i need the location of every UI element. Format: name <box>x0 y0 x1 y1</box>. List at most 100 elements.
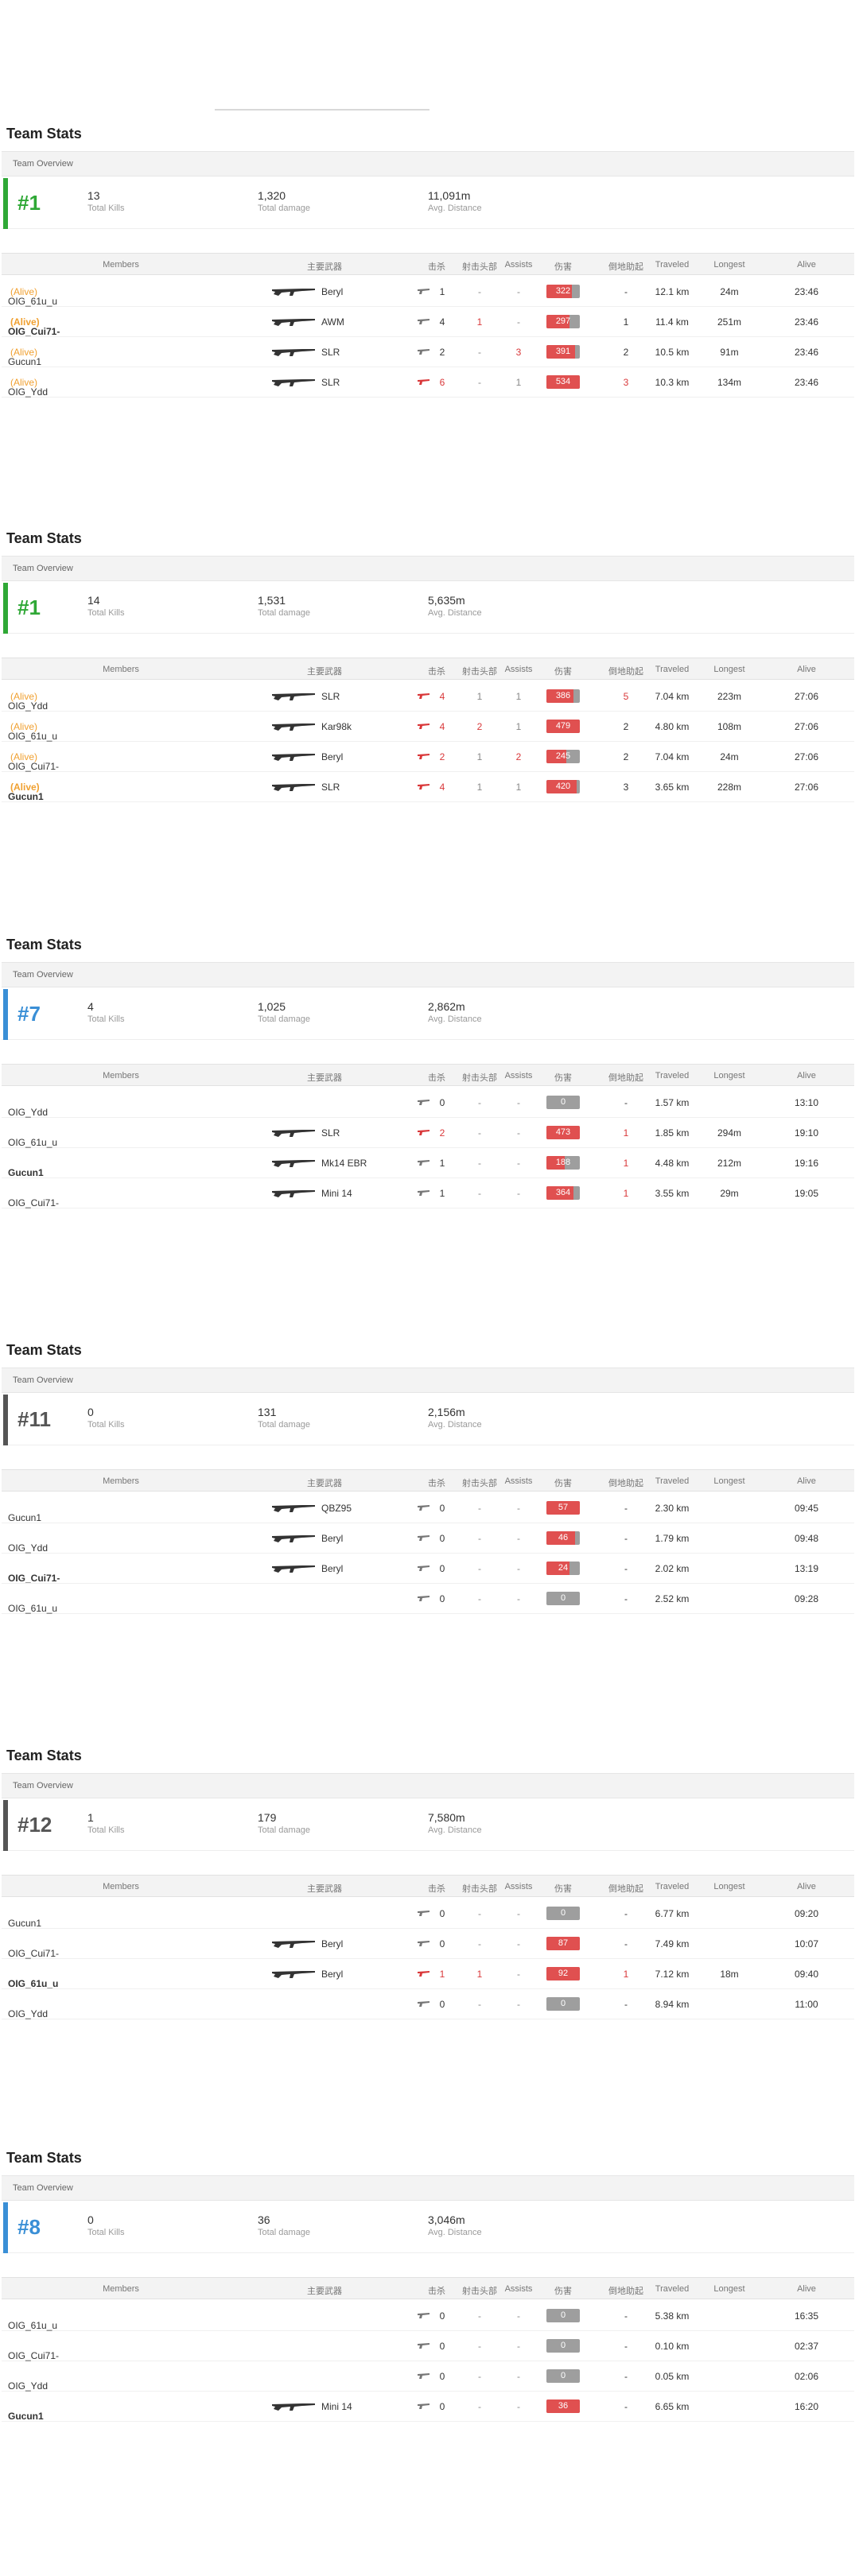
column-header-longest[interactable]: Longest <box>713 665 745 674</box>
column-header-alive[interactable]: Alive <box>797 2284 816 2294</box>
column-header-headshots[interactable]: 射击头部 <box>462 1884 497 1894</box>
player-name: OIG_Ydd <box>8 1107 49 1118</box>
column-header-headshots[interactable]: 射击头部 <box>462 1479 497 1488</box>
column-header-headshots[interactable]: 射击头部 <box>462 1073 497 1083</box>
column-header-members[interactable]: Members <box>103 1476 139 1486</box>
damage-value: 364 <box>555 1188 571 1197</box>
column-header-traveled[interactable]: Traveled <box>655 1882 690 1891</box>
column-header-assists[interactable]: Assists <box>504 1882 533 1891</box>
column-header-weapon[interactable]: 主要武器 <box>307 262 342 272</box>
column-header-dbno[interactable]: 倒地助起 <box>608 262 643 272</box>
player-name-link[interactable]: OIG_Ydd (Alive) <box>8 377 48 398</box>
column-header-assists[interactable]: Assists <box>504 260 533 270</box>
column-header-alive[interactable]: Alive <box>797 260 816 270</box>
player-name-link[interactable]: Gucun1 (Alive) <box>8 782 44 802</box>
column-header-members[interactable]: Members <box>103 2284 139 2294</box>
column-header-assists[interactable]: Assists <box>504 1071 533 1080</box>
tab-indicator <box>215 109 430 111</box>
longest-value: 24m <box>720 751 739 762</box>
total-damage-label: Total damage <box>258 1825 311 1835</box>
column-header-members[interactable]: Members <box>103 1071 139 1080</box>
column-header-longest[interactable]: Longest <box>713 1476 745 1486</box>
column-header-alive[interactable]: Alive <box>797 1476 816 1486</box>
weapon-name: AWM <box>321 316 344 328</box>
column-header-kills[interactable]: 击杀 <box>428 1884 445 1894</box>
column-header-traveled[interactable]: Traveled <box>655 260 690 270</box>
column-header-alive[interactable]: Alive <box>797 1071 816 1080</box>
team-summary: #1 14 Total Kills 1,531 Total damage 5,6… <box>2 583 854 634</box>
column-header-weapon[interactable]: 主要武器 <box>307 1884 342 1894</box>
column-header-kills[interactable]: 击杀 <box>428 1479 445 1488</box>
column-header-kills[interactable]: 击杀 <box>428 667 445 677</box>
player-name-link[interactable]: OIG_61u_u (Alive) <box>8 721 57 742</box>
traveled-value: 1.57 km <box>655 1097 690 1108</box>
player-name-link[interactable]: OIG_Cui71- (Alive) <box>8 316 60 337</box>
weapon-name: Beryl <box>321 751 344 762</box>
avg-distance-value: 5,635m <box>428 594 465 607</box>
table-row: OIG_Cui71- Beryl 0 - - 87 - 7.49 km 10:07 <box>2 1929 854 1959</box>
column-header-longest[interactable]: Longest <box>713 1882 745 1891</box>
column-header-damage[interactable]: 伤害 <box>554 1884 572 1894</box>
column-header-members[interactable]: Members <box>103 260 139 270</box>
column-header-dbno[interactable]: 倒地助起 <box>608 1073 643 1083</box>
column-header-alive[interactable]: Alive <box>797 1882 816 1891</box>
rifle-icon <box>272 1505 315 1512</box>
assists-value: - <box>517 2341 520 2352</box>
kills-value: 6 <box>439 377 445 388</box>
player-name-link[interactable]: Gucun1 (Alive) <box>8 347 41 367</box>
column-header-traveled[interactable]: Traveled <box>655 2284 690 2294</box>
column-header-weapon[interactable]: 主要武器 <box>307 2287 342 2296</box>
column-header-longest[interactable]: Longest <box>713 2284 745 2294</box>
column-header-members[interactable]: Members <box>103 1882 139 1891</box>
column-header-headshots[interactable]: 射击头部 <box>462 667 497 677</box>
column-header-kills[interactable]: 击杀 <box>428 2287 445 2296</box>
player-name-link[interactable]: OIG_61u_u (Alive) <box>8 286 57 307</box>
pistol-icon <box>418 784 430 789</box>
damage-bar: 479 <box>546 720 580 733</box>
column-header-kills[interactable]: 击杀 <box>428 262 445 272</box>
player-name-link[interactable]: OIG_Ydd (Alive) <box>8 691 48 712</box>
column-header-kills[interactable]: 击杀 <box>428 1073 445 1083</box>
column-header-damage[interactable]: 伤害 <box>554 2287 572 2296</box>
column-header-longest[interactable]: Longest <box>713 1071 745 1080</box>
team-overview-label: Team Overview <box>13 564 73 573</box>
column-header-weapon[interactable]: 主要武器 <box>307 1073 342 1083</box>
longest-value: 24m <box>720 286 739 297</box>
column-header-damage[interactable]: 伤害 <box>554 1479 572 1488</box>
longest-value: 134m <box>717 377 742 388</box>
column-header-damage[interactable]: 伤害 <box>554 262 572 272</box>
alive-time-value: 23:46 <box>794 377 819 388</box>
column-header-dbno[interactable]: 倒地助起 <box>608 667 643 677</box>
column-header-headshots[interactable]: 射击头部 <box>462 2287 497 2296</box>
dbno-value: 3 <box>623 782 629 793</box>
column-header-dbno[interactable]: 倒地助起 <box>608 1884 643 1894</box>
traveled-value: 7.12 km <box>655 1969 690 1980</box>
avg-distance-value: 11,091m <box>428 189 471 202</box>
rifle-icon <box>272 1565 315 1573</box>
column-header-damage[interactable]: 伤害 <box>554 667 572 677</box>
damage-bar-fill <box>546 780 577 793</box>
column-header-alive[interactable]: Alive <box>797 665 816 674</box>
column-header-dbno[interactable]: 倒地助起 <box>608 2287 643 2296</box>
damage-bar-fill <box>546 1501 580 1515</box>
column-header-assists[interactable]: Assists <box>504 2284 533 2294</box>
dbno-value: 2 <box>623 347 629 358</box>
player-name: Gucun1 <box>8 1918 42 1929</box>
column-header-assists[interactable]: Assists <box>504 1476 533 1486</box>
column-header-members[interactable]: Members <box>103 665 139 674</box>
column-header-weapon[interactable]: 主要武器 <box>307 667 342 677</box>
player-name-link[interactable]: OIG_Cui71- (Alive) <box>8 751 59 772</box>
pistol-icon <box>418 349 430 355</box>
column-header-traveled[interactable]: Traveled <box>655 665 690 674</box>
column-header-headshots[interactable]: 射击头部 <box>462 262 497 272</box>
column-header-weapon[interactable]: 主要武器 <box>307 1479 342 1488</box>
assists-value: - <box>517 286 520 297</box>
kills-value: 0 <box>439 2341 445 2352</box>
column-header-longest[interactable]: Longest <box>713 260 745 270</box>
column-header-assists[interactable]: Assists <box>504 665 533 674</box>
pistol-icon <box>418 693 430 699</box>
column-header-traveled[interactable]: Traveled <box>655 1476 690 1486</box>
column-header-dbno[interactable]: 倒地助起 <box>608 1479 643 1488</box>
column-header-traveled[interactable]: Traveled <box>655 1071 690 1080</box>
column-header-damage[interactable]: 伤害 <box>554 1073 572 1083</box>
